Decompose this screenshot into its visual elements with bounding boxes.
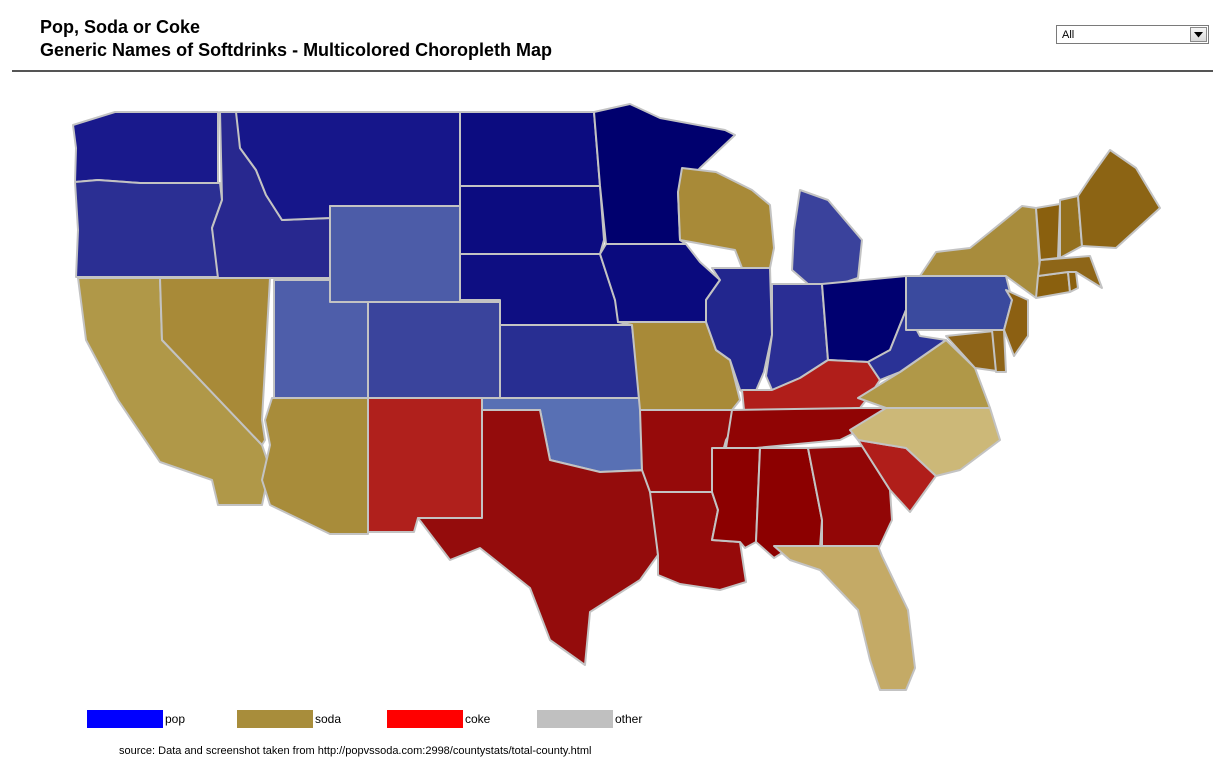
state-wyoming: Wyoming <box>329 205 461 303</box>
us-choropleth-map: WashingtonOregonCaliforniaNevadaIdahoMon… <box>72 103 1161 691</box>
state-arizona: Arizona <box>261 397 369 535</box>
source-note: source: Data and screenshot taken from h… <box>119 745 592 757</box>
chevron-down-icon <box>1194 31 1203 37</box>
legend-label-soda: soda <box>315 712 342 726</box>
state-texas: Texas <box>417 409 659 666</box>
page-title: Pop, Soda or Coke <box>40 17 201 37</box>
state-kansas: Kansas <box>499 324 641 399</box>
state-washington: Washington <box>72 111 219 184</box>
state-iowa: Iowa <box>599 243 721 323</box>
state-south-dakota: South Dakota <box>459 185 605 255</box>
filter-selected-value: All <box>1062 29 1075 41</box>
state-massachusetts: Massachusetts <box>1037 255 1103 289</box>
legend-swatch-pop <box>87 710 163 728</box>
dropdown-button[interactable] <box>1190 27 1207 42</box>
state-vermont: Vermont <box>1035 203 1061 261</box>
state-mississippi: Mississippi <box>711 447 761 549</box>
legend-label-pop: pop <box>165 712 186 726</box>
state-north-dakota: North Dakota <box>459 111 601 187</box>
state-florida: Florida <box>773 545 916 691</box>
category-filter-select[interactable]: All <box>1056 25 1209 44</box>
state-new-mexico: New Mexico <box>367 397 483 533</box>
state-colorado: Colorado <box>367 301 501 399</box>
state-new-jersey: New Jersey <box>1003 289 1029 357</box>
state-michigan: Michigan <box>791 189 863 285</box>
state-maine: Maine <box>1077 149 1161 249</box>
state-pennsylvania: Pennsylvania <box>905 275 1013 331</box>
page-subtitle: Generic Names of Softdrinks - Multicolor… <box>40 40 553 60</box>
state-oregon: Oregon <box>74 179 223 278</box>
legend-label-other: other <box>615 712 643 726</box>
legend-swatch-soda <box>237 710 313 728</box>
legend-swatch-coke <box>387 710 463 728</box>
header-divider <box>12 70 1213 72</box>
legend-swatch-other <box>537 710 613 728</box>
header: Pop, Soda or Coke Generic Names of Softd… <box>40 16 552 62</box>
state-rhode-island: Rhode Island <box>1067 271 1079 293</box>
legend-label-coke: coke <box>465 712 491 726</box>
state-west-virginia: West Virginia <box>867 309 947 381</box>
state-delaware: Delaware <box>991 329 1007 373</box>
state-new-york: New York <box>919 205 1041 299</box>
